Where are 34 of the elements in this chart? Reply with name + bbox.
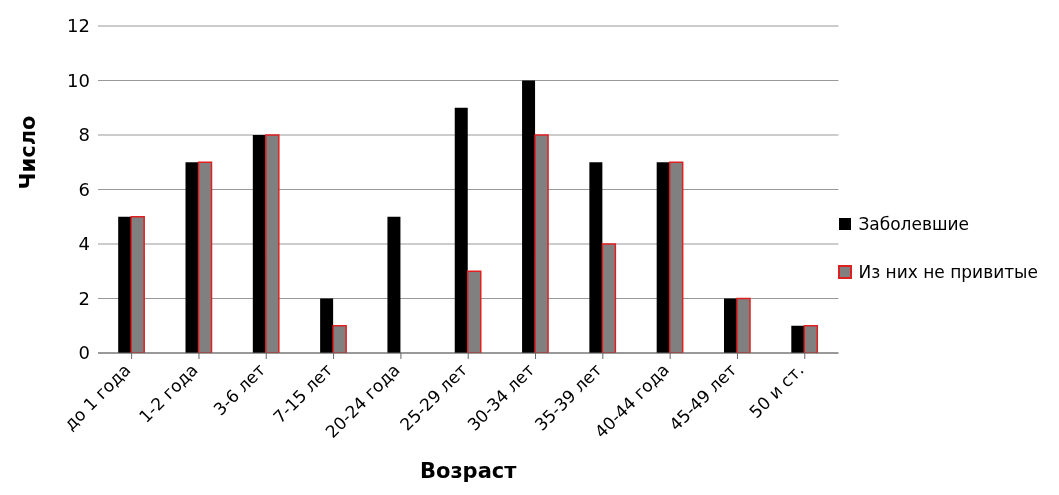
y-tick-label: 8: [78, 124, 90, 146]
bar: [197, 161, 213, 353]
bar: [118, 216, 132, 353]
bar: [791, 325, 805, 353]
bar: [467, 270, 482, 353]
bar: [130, 216, 145, 353]
bar: [601, 243, 617, 353]
bar: [185, 162, 199, 353]
x-tick-label: 50 и ст.: [745, 359, 808, 423]
legend-label: Из них не привитые: [858, 262, 1038, 282]
bar: [803, 325, 819, 353]
x-axis-title: Возраст: [419, 459, 518, 483]
bar: [387, 216, 401, 353]
bar: [736, 297, 751, 353]
bar: [320, 298, 334, 353]
bar: [252, 135, 266, 353]
y-tick-label: 10: [67, 69, 90, 91]
y-tick-label: 12: [67, 15, 90, 37]
bar: [589, 162, 603, 353]
bar: [656, 162, 670, 353]
y-tick-label: 0: [78, 342, 90, 364]
bar: [332, 325, 347, 353]
bar: [265, 134, 280, 353]
bar: [668, 161, 684, 353]
y-tick-label: 2: [78, 287, 90, 309]
x-tick-label: 3-6 лет: [209, 359, 270, 420]
y-tick-label: 6: [78, 178, 90, 200]
bar: [454, 107, 468, 353]
bar: [534, 134, 549, 353]
legend-label: Заболевшие: [858, 214, 970, 234]
bar: [723, 298, 737, 353]
y-tick-label: 4: [78, 233, 90, 255]
bar: [522, 80, 536, 353]
y-axis-title: Число: [16, 115, 41, 190]
